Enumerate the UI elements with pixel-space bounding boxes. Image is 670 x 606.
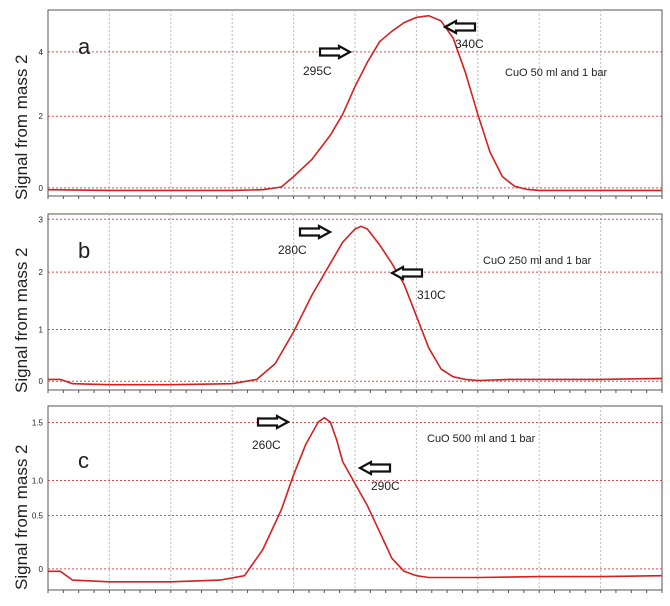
- annotation-label-b-0: 280C: [278, 243, 307, 257]
- panel-letter-c: c: [78, 448, 89, 473]
- series-line-c: [48, 416, 663, 583]
- annotation-label-b-1: 310C: [417, 288, 446, 302]
- y-tick-label-c: 1.0: [32, 477, 44, 486]
- y-tick-label-a: 0: [39, 184, 44, 193]
- y-tick-label-c: 0.5: [32, 511, 44, 520]
- series-line-b: [48, 225, 663, 386]
- legend-text-c: CuO 500 ml and 1 bar: [427, 433, 536, 445]
- annotation-arrow-b-0: [298, 224, 333, 240]
- y-tick-label-c: 0: [39, 565, 44, 574]
- annotation-arrow-b-1: [389, 265, 424, 281]
- y-axis-label-b: Signal from mass 2: [12, 247, 31, 394]
- legend-text-a: CuO 50 ml and 1 bar: [505, 67, 607, 79]
- y-tick-label-c: 1.5: [32, 419, 44, 428]
- annotation-arrow-c-1: [357, 460, 392, 476]
- panel-letter-a: a: [78, 34, 91, 59]
- annotation-label-a-1: 340C: [455, 37, 484, 51]
- y-tick-label-a: 2: [39, 112, 44, 121]
- series-line-a: [47, 14, 662, 192]
- y-tick-label-b: 3: [39, 215, 44, 224]
- annotation-arrow-c-0: [256, 414, 291, 430]
- y-tick-label-b: 2: [39, 268, 44, 277]
- y-tick-label-a: 4: [39, 48, 44, 57]
- annotation-label-a-0: 295C: [303, 64, 332, 78]
- y-tick-label-b: 0: [39, 377, 44, 386]
- annotation-label-c-0: 260C: [252, 438, 281, 452]
- y-axis-label-c: Signal from mass 2: [12, 444, 31, 591]
- legend-text-b: CuO 250 ml and 1 bar: [483, 255, 592, 267]
- y-tick-label-b: 1: [39, 325, 44, 334]
- annotation-label-c-1: 290C: [371, 479, 400, 493]
- panel-letter-b: b: [78, 238, 90, 263]
- annotation-arrow-a-0: [318, 44, 353, 60]
- annotation-arrow-a-1: [442, 19, 477, 35]
- y-axis-label-a: Signal from mass 2: [12, 54, 31, 201]
